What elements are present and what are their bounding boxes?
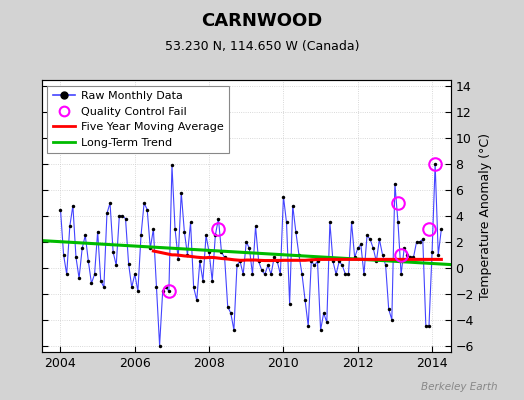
Y-axis label: Temperature Anomaly (°C): Temperature Anomaly (°C) (479, 132, 493, 300)
Text: CARNWOOD: CARNWOOD (201, 12, 323, 30)
Legend: Raw Monthly Data, Quality Control Fail, Five Year Moving Average, Long-Term Tren: Raw Monthly Data, Quality Control Fail, … (48, 86, 229, 153)
Text: Berkeley Earth: Berkeley Earth (421, 382, 498, 392)
Text: 53.230 N, 114.650 W (Canada): 53.230 N, 114.650 W (Canada) (165, 40, 359, 53)
